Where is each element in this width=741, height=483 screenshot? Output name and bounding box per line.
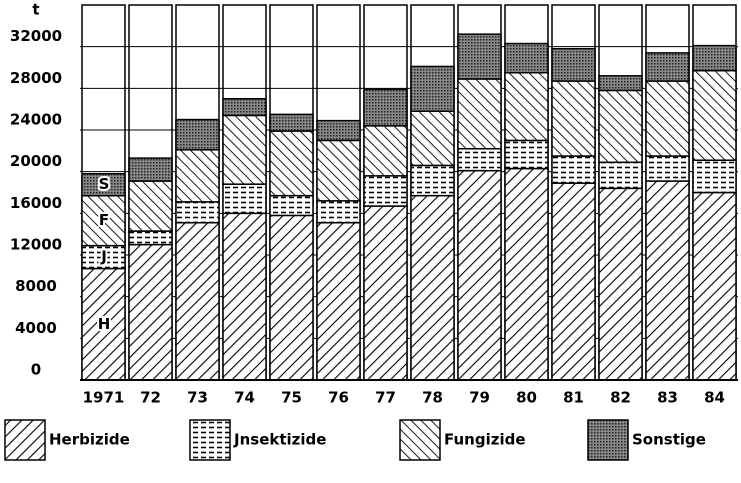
bar-segment: [269, 194, 314, 217]
bar-segment: [645, 180, 690, 381]
x-tick-label: 1971: [83, 389, 125, 407]
x-tick-label: 75: [281, 389, 302, 407]
y-tick-label: 0: [31, 361, 41, 379]
y-tick-label: 20000: [10, 152, 62, 170]
bar-segment: [551, 80, 596, 157]
bar-segment: [316, 200, 361, 224]
x-tick-label: 79: [469, 389, 490, 407]
x-tick-label: 73: [187, 389, 208, 407]
x-tick-label: 83: [657, 389, 678, 407]
legend-label: Jnsektizide: [233, 431, 326, 449]
segment-label: S: [99, 175, 110, 193]
y-tick-label: 8000: [15, 277, 57, 295]
legend-swatch: [587, 419, 629, 461]
bar-segment: [645, 155, 690, 182]
segment-label: J: [100, 248, 107, 266]
bar-segment: [504, 71, 549, 142]
bar-segment: [692, 69, 737, 161]
legend-label: Fungizide: [444, 431, 526, 449]
bar-segment: [410, 164, 455, 197]
bar-segment: [222, 114, 267, 185]
x-tick-label: 81: [563, 389, 584, 407]
bar-segment: [175, 221, 220, 381]
x-tick-label: 77: [375, 389, 396, 407]
bar-segment: [363, 175, 408, 207]
legend-label: Herbizide: [49, 431, 130, 449]
bar-segment: [598, 75, 643, 92]
legend-swatch: [189, 419, 231, 461]
bar-segment: [316, 221, 361, 381]
bar-segment: [128, 243, 173, 381]
bar-segment: [551, 182, 596, 381]
bar-segment: [504, 167, 549, 381]
y-unit: t: [32, 1, 39, 19]
bar-segment: [457, 33, 502, 80]
legend-label: Sonstige: [632, 431, 706, 449]
x-tick-label: 82: [610, 389, 631, 407]
bar-segment: [598, 187, 643, 381]
bar-segment: [269, 214, 314, 381]
bar-segment: [316, 119, 361, 142]
bar-segment: [175, 201, 220, 224]
bar-segment: [504, 139, 549, 170]
bar-segment: [692, 191, 737, 381]
bar-segment: [269, 130, 314, 197]
bar-segment: [222, 183, 267, 215]
bar-segment: [410, 65, 455, 113]
bar-segment: [128, 230, 173, 246]
bar-segment: [175, 118, 220, 151]
bar-segment: [316, 139, 361, 202]
bar-segment: [81, 173, 126, 197]
y-tick-label: 4000: [15, 319, 57, 337]
bar-segment: [410, 110, 455, 167]
legend-swatch: [399, 419, 441, 461]
bar-segment: [598, 89, 643, 164]
y-tick-label: 32000: [10, 27, 62, 45]
bar-segment: [363, 205, 408, 381]
legend-swatch: [4, 419, 46, 461]
bar-segment: [363, 125, 408, 177]
y-tick-label: 28000: [10, 69, 62, 87]
x-tick-label: 72: [140, 389, 161, 407]
bar-segment: [645, 80, 690, 157]
bar-segment: [645, 52, 690, 82]
bar-segment: [551, 155, 596, 184]
bar-segment: [410, 194, 455, 381]
bar-segment: [81, 267, 126, 381]
bar-segment: [222, 212, 267, 381]
x-tick-label: 84: [704, 389, 725, 407]
x-tick-label: 78: [422, 389, 443, 407]
y-tick-label: 12000: [10, 236, 62, 254]
segment-label: H: [98, 315, 111, 333]
bar-segment: [598, 161, 643, 190]
y-tick-label: 16000: [10, 194, 62, 212]
bar-segment: [363, 88, 408, 127]
y-tick-label: 24000: [10, 111, 62, 129]
bar-segment: [269, 113, 314, 132]
bar-segment: [457, 148, 502, 172]
bar-segment: [128, 157, 173, 182]
x-tick-label: 76: [328, 389, 349, 407]
bar-segment: [222, 98, 267, 117]
bar-segment: [692, 159, 737, 194]
bar-segment: [457, 169, 502, 381]
x-tick-label: 74: [234, 389, 255, 407]
bar-segment: [175, 149, 220, 203]
bar-segment: [457, 78, 502, 150]
bar-segment: [551, 48, 596, 82]
bar-segment: [128, 180, 173, 232]
bar-segment: [81, 194, 126, 247]
bar-segment: [504, 42, 549, 74]
bar-segment: [692, 44, 737, 72]
x-tick-label: 80: [516, 389, 537, 407]
segment-label: F: [99, 211, 109, 229]
